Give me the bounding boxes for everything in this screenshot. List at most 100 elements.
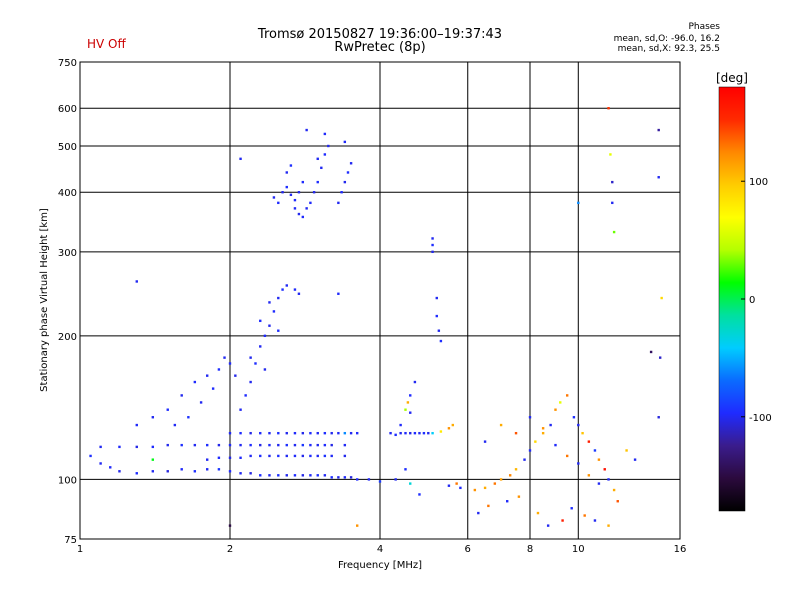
echo-point bbox=[611, 180, 614, 184]
echo-point bbox=[263, 368, 267, 371]
echo-point bbox=[249, 454, 252, 458]
echo-point bbox=[649, 350, 653, 354]
echo-point bbox=[228, 470, 232, 473]
echo-point bbox=[340, 191, 343, 194]
echo-point bbox=[505, 500, 509, 503]
echo-point bbox=[565, 454, 569, 458]
echo-point bbox=[355, 431, 359, 435]
echo-point bbox=[289, 164, 293, 167]
echo-point bbox=[135, 445, 138, 449]
echo-point bbox=[305, 128, 308, 132]
echo-point bbox=[193, 443, 197, 447]
echo-point bbox=[293, 443, 297, 447]
echo-point bbox=[166, 408, 169, 411]
echo-point bbox=[249, 380, 252, 384]
echo-point bbox=[293, 474, 297, 477]
echo-point bbox=[355, 478, 359, 481]
echo-point bbox=[455, 482, 458, 485]
colorbar-tick-label: -100 bbox=[749, 413, 772, 424]
echo-point bbox=[559, 401, 562, 404]
echo-point bbox=[228, 456, 232, 459]
echo-point bbox=[223, 356, 226, 359]
echo-point bbox=[451, 423, 455, 427]
echo-point bbox=[413, 431, 417, 435]
echo-point bbox=[346, 171, 350, 174]
echo-point bbox=[409, 431, 412, 435]
echo-point bbox=[409, 482, 412, 485]
echo-point bbox=[593, 449, 597, 452]
echo-point bbox=[409, 411, 412, 414]
echo-point bbox=[413, 380, 417, 384]
echo-point bbox=[349, 431, 353, 435]
echo-point bbox=[293, 207, 297, 210]
echo-point bbox=[301, 431, 305, 435]
chart-title-line1: Tromsø 20150827 19:36:00–19:37:43 bbox=[257, 27, 503, 42]
echo-point bbox=[612, 488, 616, 492]
y-tick-label: 600 bbox=[58, 104, 77, 115]
x-tick-label: 8 bbox=[527, 544, 533, 555]
phase-colorbar: [deg] 100 0 -100 bbox=[716, 71, 772, 512]
echo-point bbox=[565, 394, 569, 397]
echo-point bbox=[577, 201, 580, 205]
echo-point bbox=[514, 468, 518, 471]
echo-point bbox=[301, 443, 305, 447]
phases-stats-o-mode: mean, sd,O: -96.0, 16.2 bbox=[613, 34, 720, 44]
echo-point bbox=[193, 470, 197, 473]
echo-point bbox=[277, 454, 280, 458]
echo-point bbox=[633, 458, 637, 461]
echo-point bbox=[439, 430, 443, 433]
echo-point bbox=[514, 431, 518, 435]
echo-point bbox=[285, 454, 288, 458]
echo-point bbox=[301, 215, 305, 219]
echo-point bbox=[305, 207, 308, 210]
echo-point bbox=[418, 493, 421, 496]
x-tick-label: 2 bbox=[227, 544, 233, 555]
echo-point bbox=[228, 524, 232, 527]
y-tick-label: 200 bbox=[58, 332, 77, 343]
echo-point bbox=[422, 431, 426, 435]
x-tick-label: 1 bbox=[77, 544, 83, 555]
echo-point bbox=[277, 474, 280, 477]
echo-point bbox=[431, 237, 434, 240]
echo-point bbox=[217, 456, 221, 459]
echo-point bbox=[597, 458, 601, 461]
echo-point bbox=[239, 456, 242, 459]
echo-point bbox=[607, 524, 610, 527]
echo-point bbox=[597, 482, 601, 485]
echo-point bbox=[439, 339, 443, 343]
echo-point bbox=[394, 478, 397, 481]
echo-point bbox=[435, 296, 438, 300]
echo-point bbox=[217, 443, 221, 447]
echo-point bbox=[239, 408, 242, 411]
echo-point bbox=[239, 443, 242, 447]
echo-point bbox=[301, 474, 305, 477]
echo-point bbox=[399, 423, 402, 427]
echo-point bbox=[355, 524, 359, 527]
echo-point bbox=[211, 387, 215, 390]
echo-point bbox=[431, 431, 434, 435]
echo-point bbox=[612, 230, 616, 234]
colorbar-unit-label: [deg] bbox=[716, 71, 748, 85]
echo-point bbox=[309, 454, 312, 458]
echo-point bbox=[293, 198, 297, 202]
echo-point bbox=[239, 431, 242, 435]
echo-point bbox=[316, 180, 319, 184]
echo-point bbox=[409, 394, 412, 397]
echo-point bbox=[249, 356, 252, 359]
echo-point bbox=[435, 314, 438, 318]
echo-point bbox=[316, 431, 319, 435]
echo-point bbox=[343, 476, 347, 479]
echo-point bbox=[205, 443, 209, 447]
echo-point bbox=[493, 482, 497, 485]
echo-point bbox=[228, 362, 232, 365]
echo-point bbox=[323, 431, 327, 435]
y-axis-ticks: 75 100 200 300 400 500 600 750 bbox=[58, 58, 77, 546]
phases-stats-x-mode: mean, sd,X: 92.3, 25.5 bbox=[617, 44, 720, 54]
echo-point bbox=[447, 484, 451, 487]
echo-point bbox=[309, 201, 312, 205]
echo-point bbox=[297, 292, 301, 295]
echo-point bbox=[657, 416, 660, 419]
echo-point bbox=[99, 462, 102, 465]
echo-point bbox=[309, 431, 312, 435]
echo-point bbox=[151, 470, 155, 473]
